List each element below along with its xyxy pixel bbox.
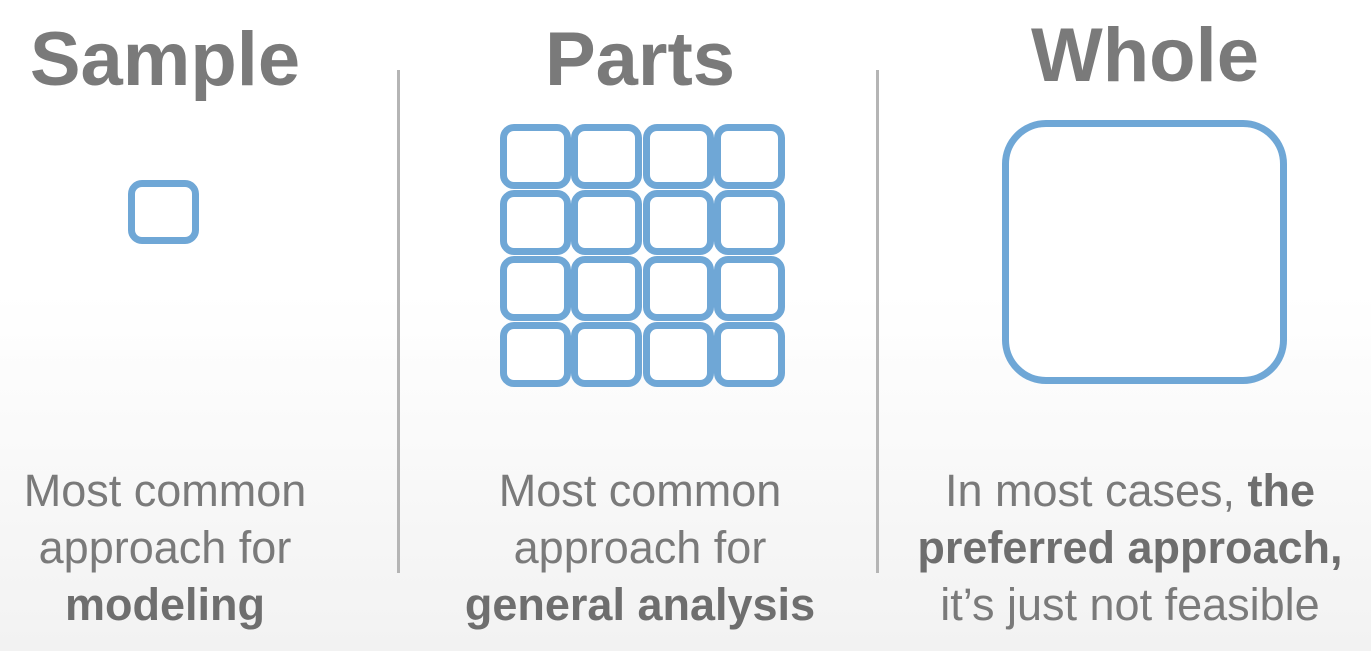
parts-grid-cell <box>571 322 643 387</box>
whole-square <box>1002 120 1287 384</box>
parts-grid-cell <box>642 256 714 321</box>
whole-desc-line-2: preferred approach, <box>917 522 1343 573</box>
parts-grid <box>500 124 785 387</box>
parts-grid-cell <box>571 124 643 189</box>
parts-title: Parts <box>544 17 736 102</box>
whole-desc-line-1: In most cases, the <box>944 465 1316 516</box>
parts-grid-cell <box>500 322 571 387</box>
parts-grid-cell <box>713 256 785 321</box>
parts-grid-cell <box>642 322 714 387</box>
parts-grid-cell <box>571 190 643 255</box>
sample-title: Sample <box>29 17 301 102</box>
parts-desc-line-3: general analysis <box>464 579 816 630</box>
parts-grid-cell <box>713 322 785 387</box>
parts-desc-line-2: approach for <box>513 522 767 573</box>
parts-grid-cell <box>713 190 785 255</box>
sample-desc-line-2: approach for <box>38 522 292 573</box>
parts-grid-cell <box>500 124 571 189</box>
sample-column: Sample Most common approach for modeling <box>0 0 330 651</box>
parts-grid-cell <box>642 124 714 189</box>
sample-desc-line-3: modeling <box>65 579 265 630</box>
parts-grid-cell <box>713 124 785 189</box>
parts-grid-cell <box>500 190 571 255</box>
divider-left <box>397 70 400 573</box>
whole-desc-line-3: it’s just not feasible <box>940 579 1320 630</box>
parts-grid-cell <box>500 256 571 321</box>
parts-column: Parts Most common approach for general a… <box>420 0 860 651</box>
parts-desc-line-1: Most common <box>498 465 782 516</box>
whole-column: Whole In most cases, the preferred appro… <box>900 0 1371 651</box>
parts-grid-cell <box>642 190 714 255</box>
divider-right <box>876 70 879 573</box>
sample-desc-line-1: Most common <box>23 465 307 516</box>
sample-description: Most common approach for modeling <box>0 462 330 633</box>
sample-square <box>128 180 199 244</box>
parts-grid-cell <box>571 256 643 321</box>
parts-description: Most common approach for general analysi… <box>420 462 860 633</box>
whole-description: In most cases, the preferred approach, i… <box>890 462 1370 633</box>
whole-title: Whole <box>1031 13 1259 98</box>
